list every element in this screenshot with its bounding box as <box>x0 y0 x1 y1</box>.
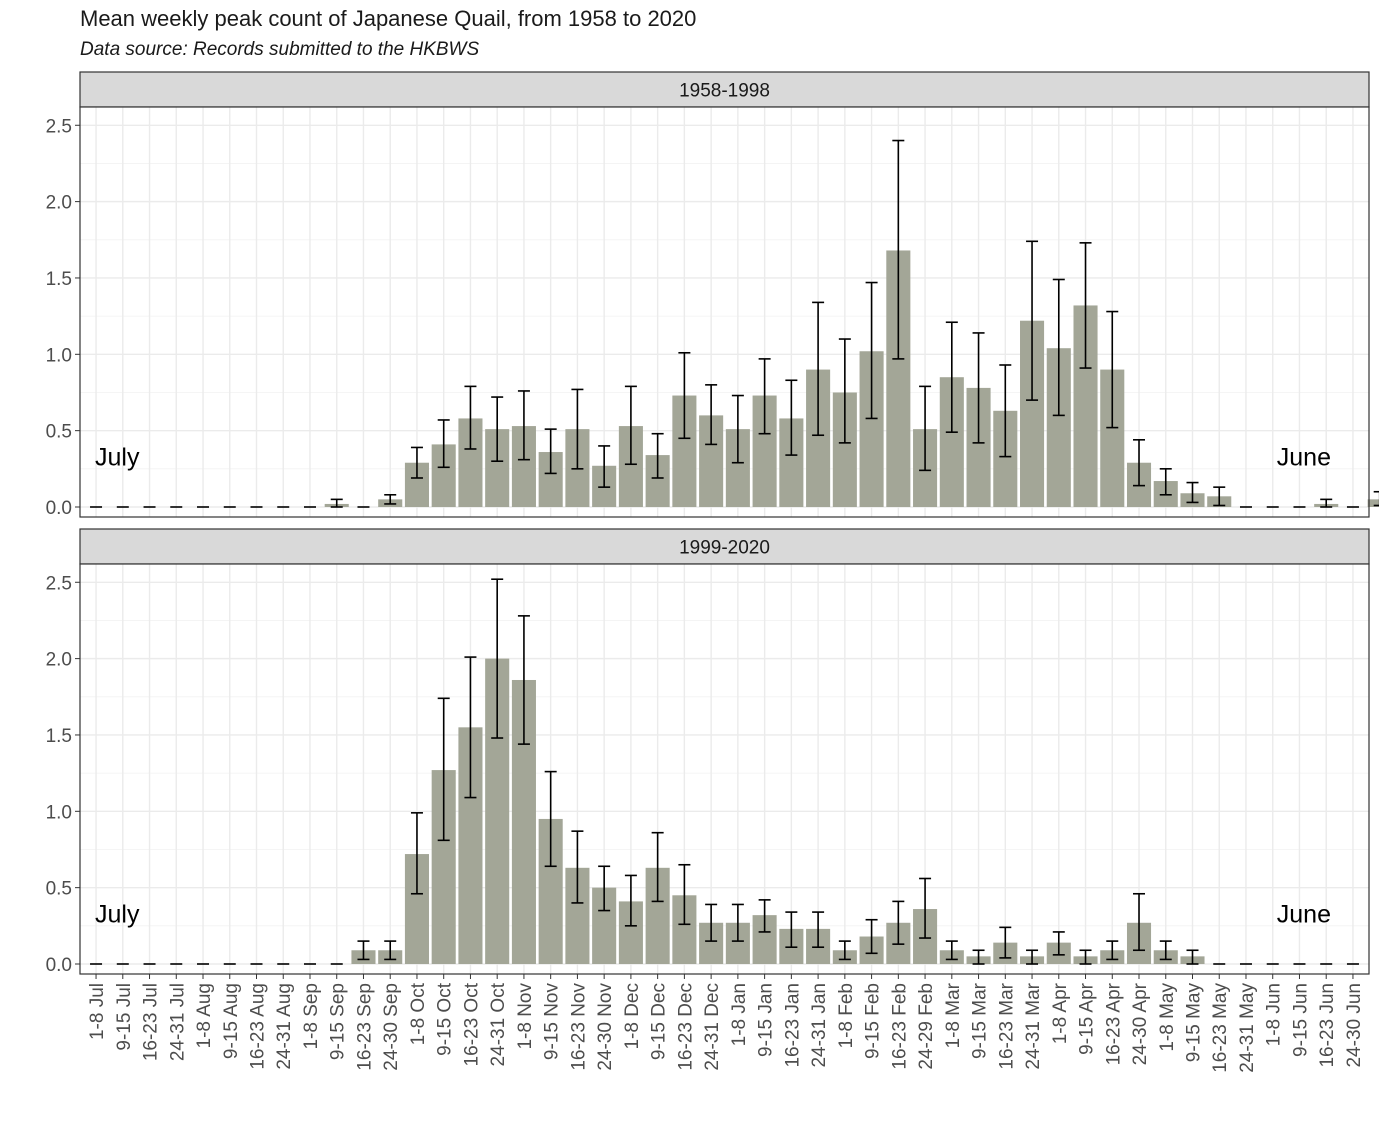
x-tick-label: 16-23 Mar <box>996 982 1017 1069</box>
bar[interactable] <box>1367 499 1379 507</box>
x-tick-label: 9-15 Dec <box>649 983 670 1060</box>
y-tick-label: 2.5 <box>46 116 72 137</box>
y-tick-label: 2.5 <box>46 573 72 594</box>
annotation-june: June <box>1277 444 1331 472</box>
x-tick-label: 24-30 Jun <box>1344 983 1365 1068</box>
panel-background <box>80 564 1369 974</box>
x-tick-label: 24-31 Aug <box>274 983 295 1070</box>
x-tick-label: 24-31 Jan <box>809 983 830 1068</box>
x-tick-label: 1-8 Aug <box>194 983 215 1049</box>
x-tick-label: 9-15 Oct <box>435 982 456 1056</box>
x-tick-label: 9-15 Jan <box>756 983 777 1057</box>
x-tick-label: 1-8 Jan <box>729 983 750 1046</box>
x-tick-label: 9-15 Jul <box>114 983 135 1051</box>
x-tick-label: 16-23 Apr <box>1103 982 1124 1065</box>
x-tick-label: 9-15 Feb <box>863 983 884 1059</box>
panel-border <box>79 106 1370 518</box>
x-tick-label: 9-15 Jun <box>1290 983 1311 1057</box>
x-tick-label: 16-23 Feb <box>889 983 910 1070</box>
x-tick-label: 1-8 Apr <box>1050 982 1071 1044</box>
panel-background <box>80 107 1369 517</box>
x-tick-label: 1-8 Mar <box>943 982 964 1048</box>
panel-border <box>79 563 1370 975</box>
x-tick-label: 9-15 Mar <box>970 982 991 1059</box>
annotation-june: June <box>1277 901 1331 929</box>
x-tick-label: 16-23 Aug <box>248 983 269 1070</box>
x-tick-label: 24-31 Oct <box>488 982 509 1066</box>
annotation-july: July <box>95 901 140 929</box>
x-tick-label: 16-23 Oct <box>461 982 482 1066</box>
y-tick-label: 1.5 <box>46 726 72 747</box>
x-tick-label: 24-31 May <box>1237 983 1258 1073</box>
x-tick-label: 9-15 Sep <box>328 983 349 1060</box>
x-tick-label: 24-29 Feb <box>916 983 937 1070</box>
x-tick-label: 16-23 Nov <box>568 983 589 1071</box>
x-tick-label: 1-8 Sep <box>301 983 322 1050</box>
x-tick-label: 24-31 Jul <box>167 983 188 1061</box>
y-tick-label: 0.5 <box>46 879 72 900</box>
x-tick-label: 16-23 Jan <box>782 983 803 1068</box>
x-tick-label: 16-23 Jun <box>1317 983 1338 1068</box>
y-tick-label: 1.5 <box>46 269 72 290</box>
facet-strip <box>79 71 1370 108</box>
chart-title: Mean weekly peak count of Japanese Quail… <box>80 6 697 31</box>
facet-strip-label: 1958-1998 <box>679 81 770 102</box>
y-tick-label: 0.0 <box>46 955 72 976</box>
x-tick-label: 24-31 Dec <box>702 983 723 1071</box>
x-tick-label: 24-30 Apr <box>1130 982 1151 1065</box>
x-tick-label: 24-30 Nov <box>595 983 616 1071</box>
x-tick-label: 24-30 Sep <box>381 983 402 1071</box>
y-tick-label: 0.5 <box>46 422 72 443</box>
x-tick-label: 24-31 Mar <box>1023 982 1044 1069</box>
x-tick-label: 1-8 May <box>1157 983 1178 1052</box>
x-tick-label: 1-8 Dec <box>622 983 643 1050</box>
x-tick-label: 9-15 Apr <box>1077 982 1098 1054</box>
y-tick-label: 1.0 <box>46 345 72 366</box>
x-tick-label: 9-15 May <box>1183 983 1204 1063</box>
x-tick-label: 16-23 May <box>1210 983 1231 1073</box>
facet-strip <box>79 528 1370 565</box>
y-tick-label: 1.0 <box>46 802 72 823</box>
x-tick-label: 1-8 Jul <box>87 983 108 1040</box>
y-tick-label: 0.0 <box>46 498 72 519</box>
annotation-july: July <box>95 444 140 472</box>
chart-subtitle: Data source: Records submitted to the HK… <box>80 39 480 60</box>
y-tick-label: 2.0 <box>46 650 72 671</box>
x-tick-label: 1-8 Jun <box>1264 983 1285 1046</box>
x-tick-label: 16-23 Jul <box>141 983 162 1061</box>
facet-strip-label: 1999-2020 <box>679 538 770 559</box>
x-tick-label: 1-8 Feb <box>836 983 857 1048</box>
x-tick-label: 9-15 Aug <box>221 983 242 1059</box>
x-tick-label: 16-23 Sep <box>354 983 375 1071</box>
x-tick-label: 16-23 Dec <box>675 983 696 1071</box>
x-tick-label: 1-8 Nov <box>515 983 536 1050</box>
y-tick-label: 2.0 <box>46 193 72 214</box>
x-tick-label: 1-8 Oct <box>408 982 429 1045</box>
x-tick-label: 9-15 Nov <box>542 983 563 1061</box>
